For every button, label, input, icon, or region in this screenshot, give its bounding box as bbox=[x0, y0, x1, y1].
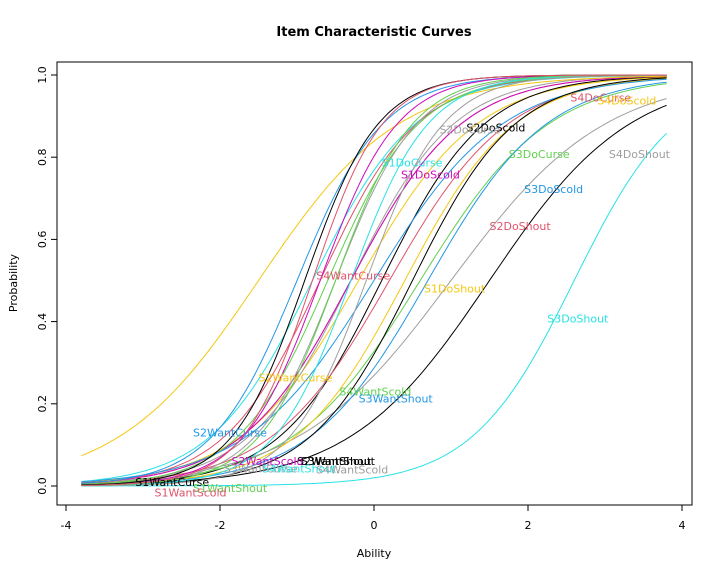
curve-label-s3wantshout: S3WantShout bbox=[301, 455, 376, 468]
curve-label-s2doshout: S2DoShout bbox=[490, 220, 552, 233]
curve-s1doscold bbox=[81, 75, 667, 484]
curve-label-s3doshout: S3DoShout bbox=[547, 313, 609, 326]
curve-label-s2wantscold: S2WantScold bbox=[232, 455, 304, 468]
curve-label-s2wantcurse: S2WantCurse bbox=[193, 426, 267, 439]
chart-title: Item Characteristic Curves bbox=[276, 25, 471, 40]
x-tick-label: 0 bbox=[371, 519, 378, 532]
curve-s2docurse bbox=[81, 75, 667, 485]
x-axis-label: Ability bbox=[357, 547, 392, 560]
curve-label-s2wantshout: S2WantShout bbox=[297, 455, 372, 468]
curve-label-s4wantshout: S4WantShout bbox=[262, 463, 337, 476]
x-tick-label: -2 bbox=[215, 519, 226, 532]
curve-s3doshout bbox=[81, 132, 667, 487]
curve-s2wantcurse bbox=[81, 75, 667, 457]
curve-label-s4wantcurse: S4WantCurse bbox=[316, 269, 390, 282]
curve-s1wantshout bbox=[81, 74, 667, 486]
curve-label-s4doscold: S4DoScold bbox=[597, 95, 656, 108]
curve-label-s2wantcurse: S2WantCurse bbox=[259, 371, 333, 384]
curve-s3doscold bbox=[81, 81, 667, 486]
curve-label-s1wantshout: S1WantShout bbox=[193, 482, 268, 495]
curve-label-s3wantshout: S3WantShout bbox=[359, 393, 434, 406]
curve-s2doscold bbox=[81, 76, 667, 486]
x-tick-label: -4 bbox=[61, 519, 72, 532]
curves-group bbox=[81, 74, 667, 487]
x-tick-label: 4 bbox=[679, 519, 686, 532]
curve-label-s3doscold: S3DoScold bbox=[524, 183, 583, 196]
curve-label-s4docurse: S4DoCurse bbox=[570, 91, 631, 104]
curve-label-s4wantscold: S4WantScold bbox=[339, 385, 411, 398]
curve-label-s1doshout: S1DoShout bbox=[424, 283, 486, 296]
y-tick-label: 0.4 bbox=[36, 313, 49, 331]
curve-label-s3docurse: S3DoCurse bbox=[509, 148, 570, 161]
y-tick-label: 0.2 bbox=[36, 395, 49, 413]
curve-label-s1doscold: S1DoScold bbox=[401, 169, 460, 182]
curve-label-s1docurse: S1DoCurse bbox=[382, 156, 443, 169]
curve-s1wantscold bbox=[81, 74, 667, 486]
y-axis-label: Probability bbox=[7, 253, 20, 312]
y-tick-label: 0.6 bbox=[36, 231, 49, 249]
curve-s4wantscold bbox=[81, 74, 667, 487]
curve-label-s1wantscold: S1WantScold bbox=[155, 486, 227, 499]
curve-label-s2docurse: S2DoCurse bbox=[439, 123, 500, 136]
x-tick-label: 2 bbox=[525, 519, 532, 532]
curve-label-s4wantscold: S4WantScold bbox=[316, 463, 388, 476]
curve-label-s2doscold: S2DoScold bbox=[466, 121, 525, 134]
y-tick-label: 1.0 bbox=[36, 66, 49, 84]
y-axis: 0.0 0.2 0.4 0.6 0.8 1.0 bbox=[36, 66, 58, 495]
curve-s3docurse bbox=[81, 83, 667, 485]
y-tick-label: 0.0 bbox=[36, 477, 49, 495]
curve-label-s1wantcurse: S1WantCurse bbox=[135, 476, 209, 489]
curve-label-s3wantcurse: S3WantCurse bbox=[224, 463, 298, 476]
curve-label-s4doshout: S4DoShout bbox=[609, 148, 671, 161]
x-axis: -4 -2 0 2 4 bbox=[61, 504, 686, 532]
y-tick-label: 0.8 bbox=[36, 148, 49, 166]
